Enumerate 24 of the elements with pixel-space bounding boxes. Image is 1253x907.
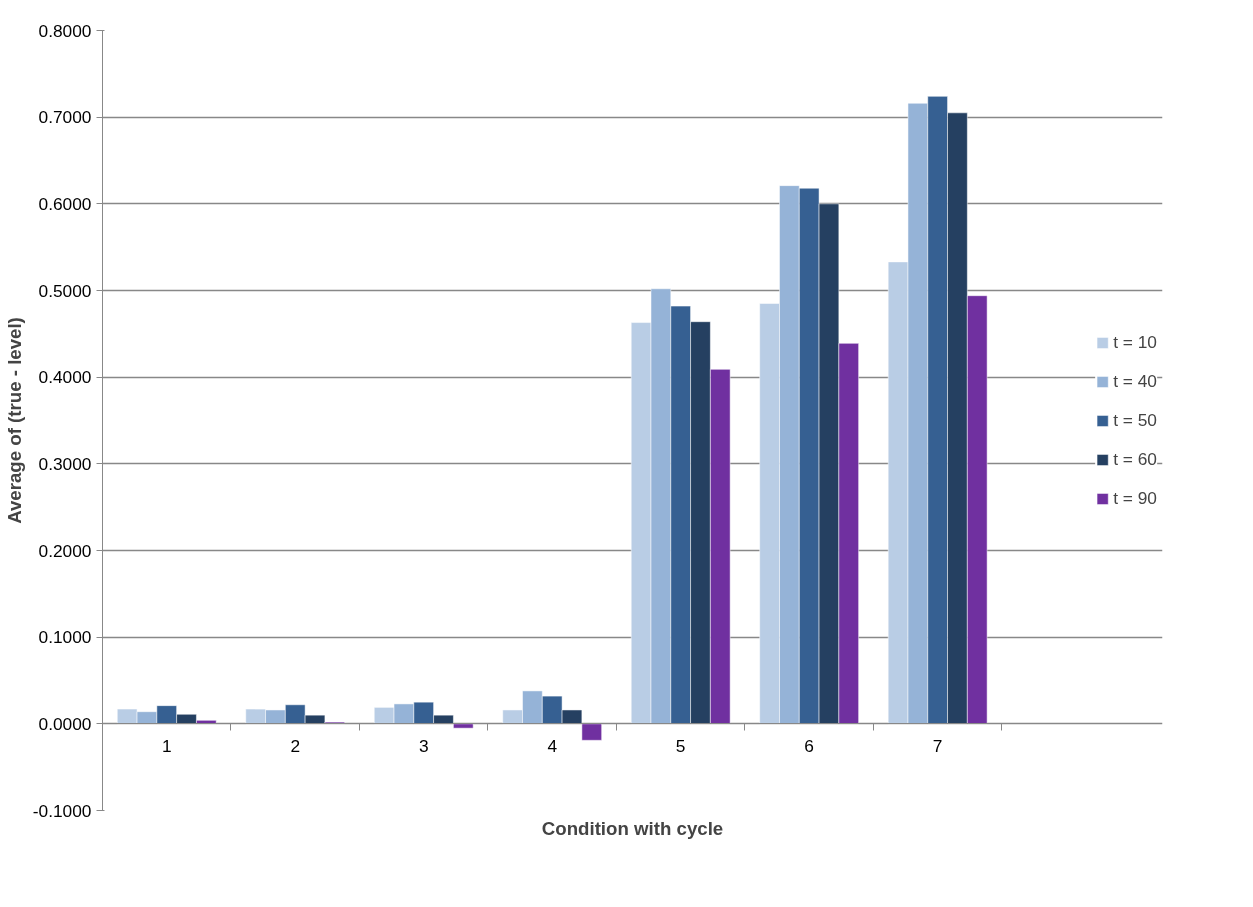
y-tick-label: 0.2000	[38, 540, 92, 561]
x-tick-label: 6	[804, 735, 814, 756]
legend-label: t = 60	[1113, 448, 1157, 470]
y-tick-label: -0.1000	[32, 800, 92, 821]
x-tick-label: 4	[547, 735, 558, 756]
y-tick-label: 0.0000	[38, 713, 92, 734]
x-tick-label: 1	[161, 735, 172, 756]
y-tick-label: 0.1000	[38, 627, 92, 648]
y-tick-label: 0.3000	[38, 453, 92, 474]
y-axis-title: Average of (true - level)	[3, 317, 25, 524]
legend-label: t = 50	[1113, 409, 1157, 431]
legend-label: t = 90	[1113, 487, 1157, 509]
y-tick-label: 0.5000	[38, 280, 92, 301]
legend-label: t = 40	[1113, 370, 1157, 392]
legend-label: t = 10	[1113, 331, 1157, 353]
y-tick-label: 0.6000	[38, 193, 92, 214]
x-tick-label: 3	[418, 735, 429, 756]
y-tick-label: 0.7000	[38, 107, 92, 128]
y-tick-label: 0.8000	[38, 20, 92, 41]
x-tick-label: 2	[290, 735, 301, 756]
x-axis-title: Condition with cycle	[541, 817, 724, 839]
y-tick-label: 0.4000	[38, 367, 92, 388]
x-tick-label: 7	[932, 735, 943, 756]
x-tick-label: 5	[675, 735, 686, 756]
